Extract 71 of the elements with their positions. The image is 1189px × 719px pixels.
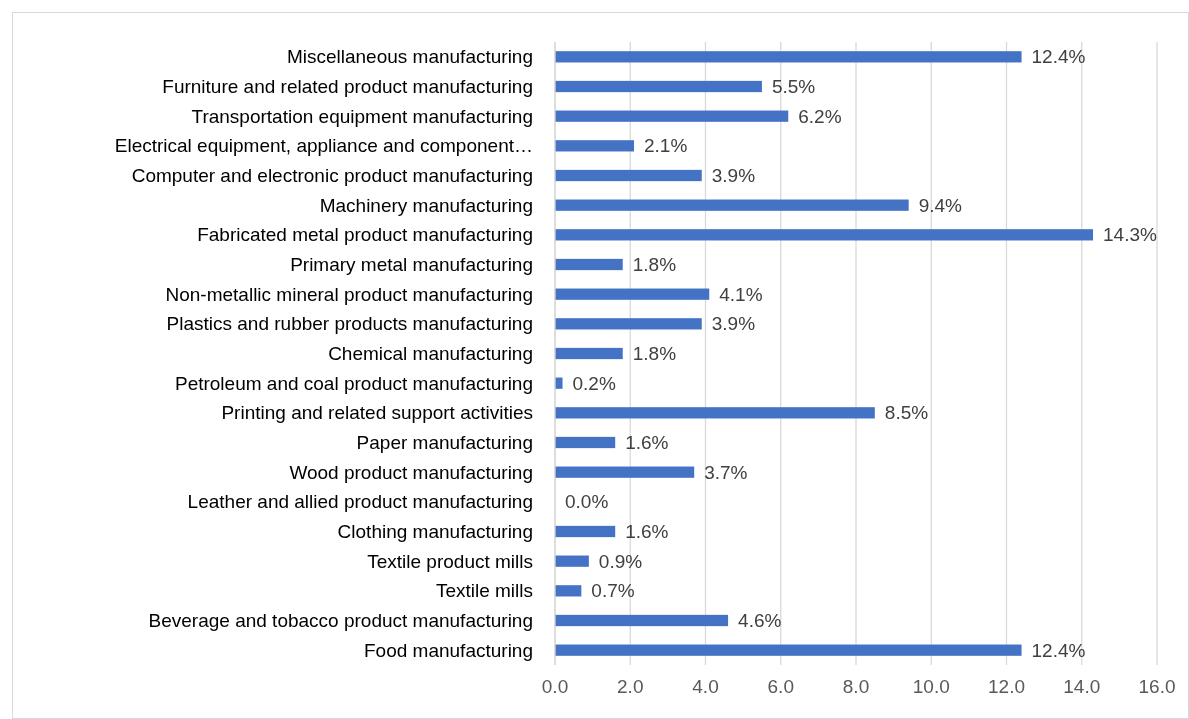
bar xyxy=(555,80,762,93)
x-tick-label: 16.0 xyxy=(1138,676,1176,697)
data-label: 0.7% xyxy=(591,580,635,602)
bar xyxy=(555,199,909,211)
bar xyxy=(555,229,1094,241)
bar xyxy=(555,614,729,627)
y-tick-label: Clothing manufacturing xyxy=(337,521,533,542)
x-tick-label: 4.0 xyxy=(692,676,719,697)
bar xyxy=(555,288,710,300)
y-tick-label: Food manufacturing xyxy=(364,639,533,661)
y-tick-label: Textile product mills xyxy=(367,550,533,572)
data-label: 8.5% xyxy=(884,402,929,424)
y-tick-label: Transportation equipment manufacturing xyxy=(191,105,533,127)
data-label: 5.5% xyxy=(771,76,816,97)
y-tick-label: Beverage and tobacco product manufacturing xyxy=(148,610,533,631)
bar xyxy=(555,377,563,389)
y-tick-label: Leather and allied product manufacturing xyxy=(187,491,533,513)
bar xyxy=(555,51,1022,63)
bar xyxy=(555,585,582,597)
data-label: 6.2% xyxy=(798,105,842,127)
x-tick-label: 12.0 xyxy=(988,676,1025,697)
data-label: 3.9% xyxy=(711,165,756,186)
bar xyxy=(555,140,635,152)
data-label: 4.1% xyxy=(719,283,763,305)
y-tick-label: Fabricated metal product manufacturing xyxy=(197,224,533,246)
x-tick-label: 0.0 xyxy=(541,676,569,697)
data-label: 3.9% xyxy=(711,313,756,335)
bar xyxy=(555,466,695,478)
data-label: 0.0% xyxy=(565,491,609,513)
bar xyxy=(555,347,623,360)
data-label: 14.3% xyxy=(1103,224,1158,246)
bar xyxy=(555,110,789,122)
y-tick-label: Plastics and rubber products manufacturing xyxy=(166,313,533,335)
data-label: 3.7% xyxy=(704,461,748,483)
y-tick-label: Machinery manufacturing xyxy=(319,194,533,216)
data-label: 2.1% xyxy=(644,135,688,157)
y-tick-label: Printing and related support activities xyxy=(221,402,533,424)
y-tick-label: Electrical equipment, appliance and component… xyxy=(114,135,533,157)
bar xyxy=(555,407,875,419)
bar xyxy=(555,318,702,330)
bar xyxy=(555,258,623,271)
y-tick-label: Wood product manufacturing xyxy=(289,461,533,483)
x-tick-label: 6.0 xyxy=(767,676,794,697)
y-tick-label: Computer and electronic product manufacturing xyxy=(131,165,533,186)
data-label: 0.2% xyxy=(572,372,616,394)
bar xyxy=(555,169,702,182)
bar xyxy=(555,436,616,449)
y-tick-label: Primary metal manufacturing xyxy=(290,254,533,275)
bar xyxy=(555,525,616,538)
x-tick-label: 8.0 xyxy=(842,676,870,697)
bar xyxy=(555,644,1022,656)
bar xyxy=(555,555,589,567)
data-label: 12.4% xyxy=(1031,639,1086,661)
y-tick-label: Chemical manufacturing xyxy=(328,343,533,364)
x-tick-label: 14.0 xyxy=(1063,676,1101,697)
data-label: 1.6% xyxy=(625,521,669,542)
y-tick-label: Non-metallic mineral product manufacturing xyxy=(165,283,533,305)
x-tick-label: 2.0 xyxy=(617,676,644,697)
y-tick-label: Textile mills xyxy=(435,580,533,602)
data-label: 9.4% xyxy=(918,194,963,216)
data-label: 1.8% xyxy=(632,254,677,275)
y-tick-label: Petroleum and coal product manufacturing xyxy=(174,372,533,394)
data-label: 1.6% xyxy=(625,432,669,453)
data-label: 0.9% xyxy=(598,550,643,572)
data-label: 12.4% xyxy=(1031,46,1086,68)
y-tick-label: Furniture and related product manufacturing xyxy=(162,76,533,97)
x-tick-label: 10.0 xyxy=(912,676,950,697)
data-label: 1.8% xyxy=(632,343,677,364)
y-tick-label: Miscellaneous manufacturing xyxy=(286,46,533,68)
y-tick-label: Paper manufacturing xyxy=(356,432,533,453)
data-label: 4.6% xyxy=(738,610,782,631)
